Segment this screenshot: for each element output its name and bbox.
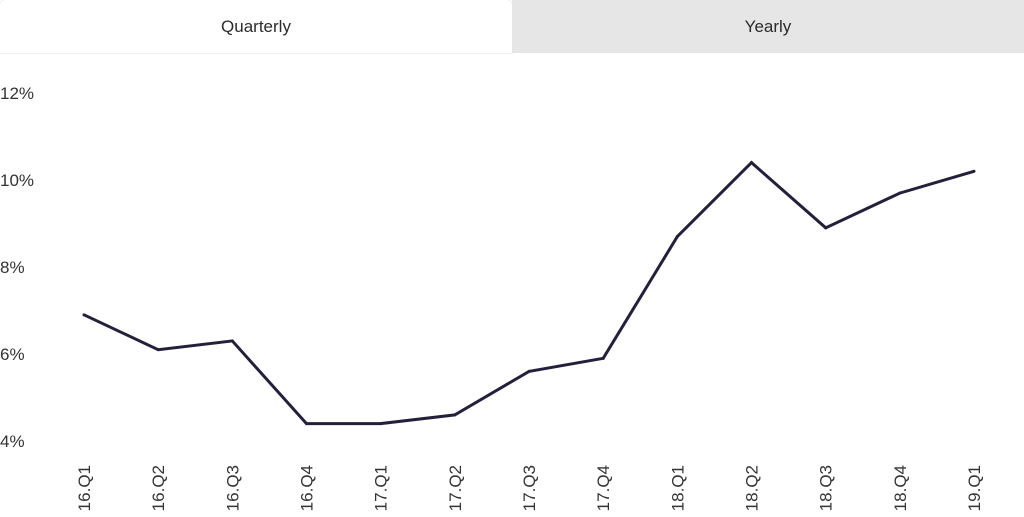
y-tick-label: 6%	[0, 345, 25, 364]
tab-quarterly[interactable]: Quarterly	[0, 0, 512, 53]
tab-yearly[interactable]: Yearly	[512, 0, 1024, 53]
x-tick-label: 17.Q4	[594, 465, 613, 511]
y-tick-label: 12%	[0, 84, 34, 103]
x-tick-label: 17.Q2	[446, 465, 465, 511]
y-axis: 12% 10% 8% 6% 4%	[0, 84, 34, 451]
data-point	[972, 169, 976, 173]
data-point	[82, 313, 86, 317]
x-tick-label: 16.Q1	[75, 465, 94, 511]
x-tick-label: 18.Q3	[817, 465, 836, 511]
y-tick-label: 4%	[0, 432, 25, 451]
data-point	[898, 191, 902, 195]
data-point	[750, 161, 753, 165]
data-point	[230, 339, 234, 343]
data-point	[601, 356, 605, 360]
series-line	[83, 160, 975, 426]
x-tick-label: 17.Q1	[372, 465, 391, 511]
x-axis: 16.Q1 16.Q2 16.Q3 16.Q4 17.Q1 17.Q2 17.Q3 17.Q4…	[75, 465, 984, 511]
data-point	[527, 369, 531, 373]
y-tick-label: 8%	[0, 258, 25, 277]
series-layer	[82, 160, 976, 426]
line-chart: 12% 10% 8% 6% 4% 16.Q1 16.Q2 16.Q3 16.Q4 17.Q1 17…	[0, 84, 984, 511]
data-point	[453, 413, 457, 417]
data-point	[305, 422, 308, 426]
y-tick-label: 10%	[0, 171, 34, 190]
x-tick-label: 19.Q1	[965, 465, 984, 511]
tab-bar: Quarterly Yearly	[0, 0, 1024, 53]
data-point	[675, 235, 679, 239]
x-tick-label: 16.Q4	[298, 465, 317, 511]
x-tick-label: 18.Q2	[743, 465, 762, 511]
data-point	[379, 422, 383, 426]
chart-area: 12% 10% 8% 6% 4% 16.Q1 16.Q2 16.Q3 16.Q4 17.Q1 17…	[0, 53, 1024, 512]
x-tick-label: 18.Q1	[668, 465, 687, 511]
x-tick-label: 16.Q3	[223, 465, 242, 511]
x-tick-label: 16.Q2	[149, 465, 168, 511]
data-point	[824, 226, 828, 230]
data-point	[156, 348, 160, 352]
x-tick-label: 17.Q3	[520, 465, 539, 511]
x-tick-label: 18.Q4	[891, 465, 910, 511]
